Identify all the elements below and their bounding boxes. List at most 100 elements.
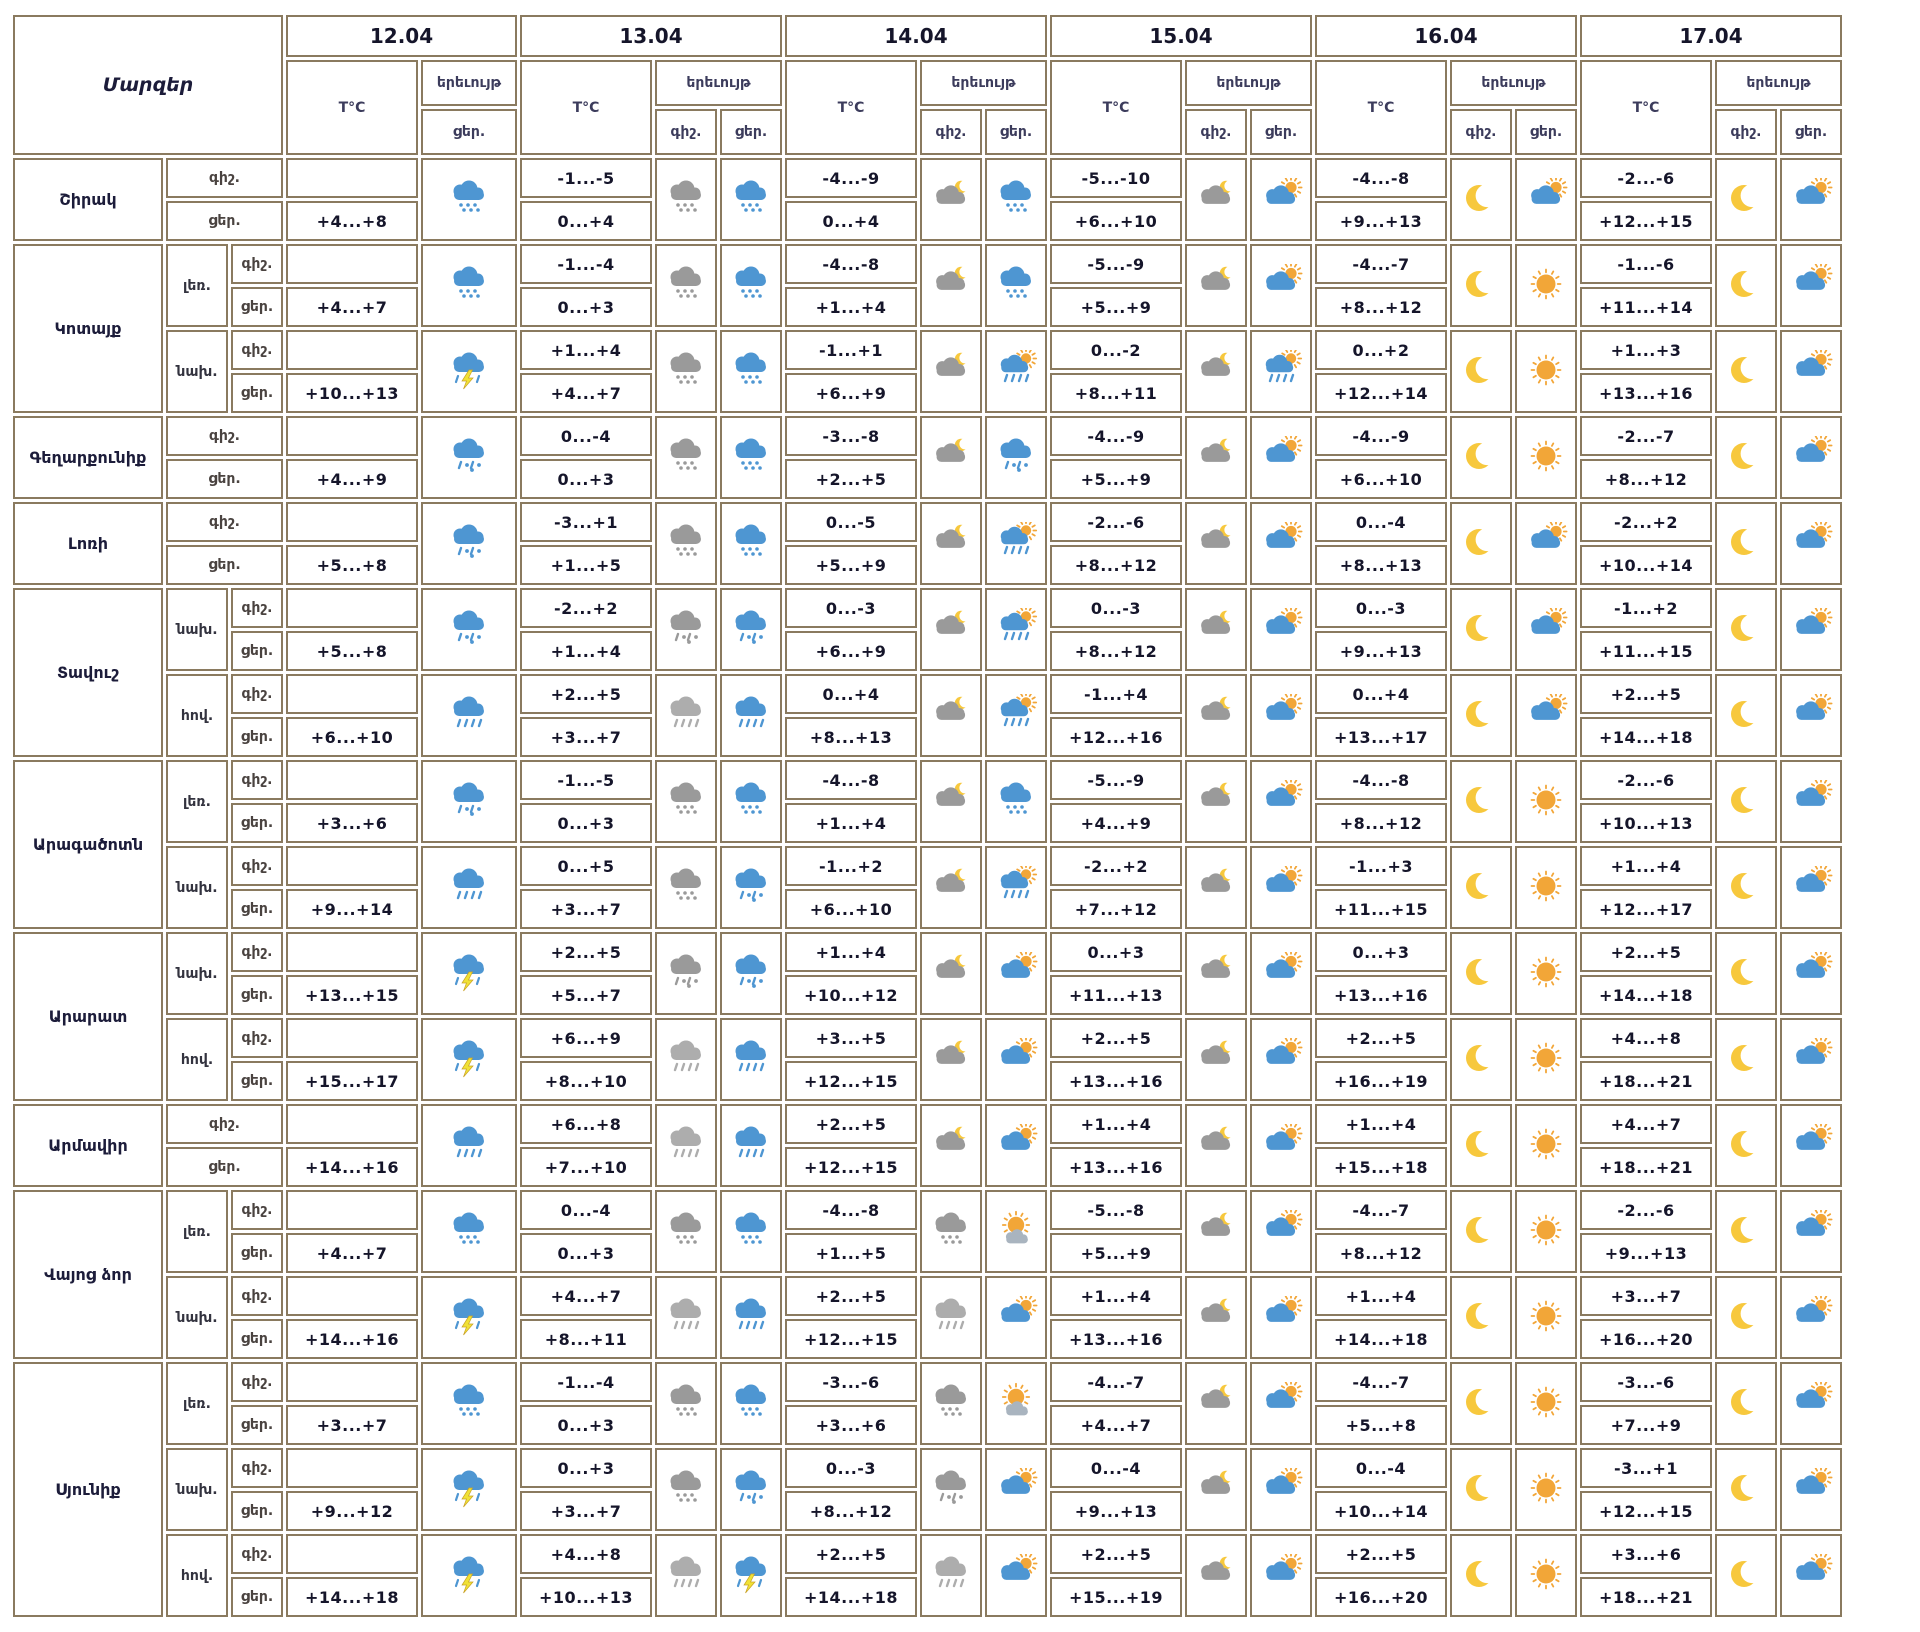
weather-icon-cell [1715,1018,1777,1101]
temp-day-cell: +13...+16 [1050,1147,1182,1187]
weather-icon-cell [1780,1534,1842,1617]
weather-icon-cell [1250,158,1312,241]
cloud-moon-icon [928,1124,974,1164]
temp-night-cell: -1...+3 [1315,846,1447,886]
temp-night-cell: +1...+4 [1580,846,1712,886]
temp-day-cell: +8...+12 [1050,631,1182,671]
temp-day-cell: +12...+15 [1580,201,1712,241]
snow-blue-icon [993,264,1039,304]
temp-day-cell: +12...+15 [785,1319,917,1359]
night-row-label: գիշ. [231,1018,283,1058]
cloud-sun-icon [993,1037,1039,1078]
temp-night-cell: 0...-3 [785,588,917,628]
cloud-sun-icon [1788,607,1834,648]
weather-icon-cell [985,158,1047,241]
temp-day-cell: 0...+3 [520,1233,652,1273]
weather-icon-cell [1515,1190,1577,1273]
temp-day-cell: +16...+20 [1580,1319,1712,1359]
temp-night-cell: 0...+3 [1050,932,1182,972]
weather-icon-cell [1715,1362,1777,1445]
temp-night-cell: 0...+4 [785,674,917,714]
temp-day-cell: +6...+10 [286,717,418,757]
rain-gray-icon [663,1038,709,1078]
temp-day-cell: +11...+15 [1315,889,1447,929]
rain-blue-icon [728,1124,774,1164]
cloud-sun-icon [1788,1553,1834,1594]
weather-icon-cell [985,674,1047,757]
temp-day-cell: +13...+15 [286,975,418,1015]
sun-icon [1523,436,1569,476]
moon-icon [1458,608,1504,648]
moon-icon [1458,1382,1504,1422]
temp-day-cell: +10...+13 [520,1577,652,1617]
temp-day-cell: +14...+16 [286,1147,418,1187]
date-header: 17.04 [1580,15,1842,57]
weather-icon-cell [720,502,782,585]
weather-icon-cell [720,1018,782,1101]
temp-day-cell: +4...+9 [286,459,418,499]
cloud-moon-icon [1193,350,1239,390]
weather-icon-cell [655,1534,717,1617]
snow-blue-icon [446,1382,492,1422]
moon-icon [1458,178,1504,218]
cloud-sun-icon [1788,951,1834,992]
temp-night-cell: +2...+5 [785,1534,917,1574]
snow-blue-icon [728,264,774,304]
weather-icon-cell [1715,416,1777,499]
temp-night-cell: -1...+4 [1050,674,1182,714]
cloud-sun-icon [1788,177,1834,218]
weather-icon-cell [655,588,717,671]
weather-icon-cell [1450,1534,1512,1617]
weather-icon-cell [1185,932,1247,1015]
temp-night-cell [286,1104,418,1144]
cloud-sun-icon [1258,1295,1304,1336]
night-row-label: գիշ. [231,1448,283,1488]
temp-night-cell: +1...+4 [1315,1276,1447,1316]
temp-night-cell [286,1018,418,1058]
sun-icon [1523,1210,1569,1250]
weather-icon-cell [920,330,982,413]
sleet-blue-icon [446,436,492,476]
rain-gray-icon [663,1124,709,1164]
weather-icon-cell [720,932,782,1015]
snow-gray-icon [663,780,709,820]
temp-day-cell: +8...+12 [1315,803,1447,843]
weather-icon-cell [1780,1362,1842,1445]
cloud-moon-icon [1193,1382,1239,1422]
day-row-label: ցեր. [166,201,283,241]
cloud-sun-icon [1258,1381,1304,1422]
cloud-moon-icon [928,178,974,218]
moon-icon [1723,866,1769,906]
sleet-blue-icon [446,608,492,648]
weather-icon-cell [1515,1276,1577,1359]
weather-icon-cell [1250,416,1312,499]
weather-icon-cell [1515,158,1577,241]
day-row-label: ցեր. [166,1147,283,1187]
weather-icon-cell [1715,674,1777,757]
cloud-moon-icon [1193,1554,1239,1594]
weather-icon-cell [1450,158,1512,241]
day-row-label: ցեր. [231,889,283,929]
weather-icon-cell [1185,588,1247,671]
temp-night-cell: -5...-8 [1050,1190,1182,1230]
rain-blue-icon [446,866,492,906]
weather-icon-cell [1250,1190,1312,1273]
temp-night-cell: -1...+2 [785,846,917,886]
zone-label: նախ. [166,846,228,929]
moon-icon [1458,522,1504,562]
weather-icon-cell [1715,1448,1777,1531]
weather-icon-cell [985,1448,1047,1531]
cloud-moon-icon [1193,952,1239,992]
temp-night-cell [286,1190,418,1230]
weather-icon-cell [1450,760,1512,843]
weather-icon-cell [720,1190,782,1273]
temp-day-cell: +4...+7 [286,287,418,327]
temp-night-cell: 0...-3 [1315,588,1447,628]
weather-icon-cell [985,1190,1047,1273]
rain-blue-icon [446,1124,492,1164]
storm-icon [728,1554,774,1594]
weather-icon-cell [920,760,982,843]
weather-icon-cell [1515,588,1577,671]
temp-day-cell: +8...+12 [1315,1233,1447,1273]
weather-icon-cell [421,760,517,843]
